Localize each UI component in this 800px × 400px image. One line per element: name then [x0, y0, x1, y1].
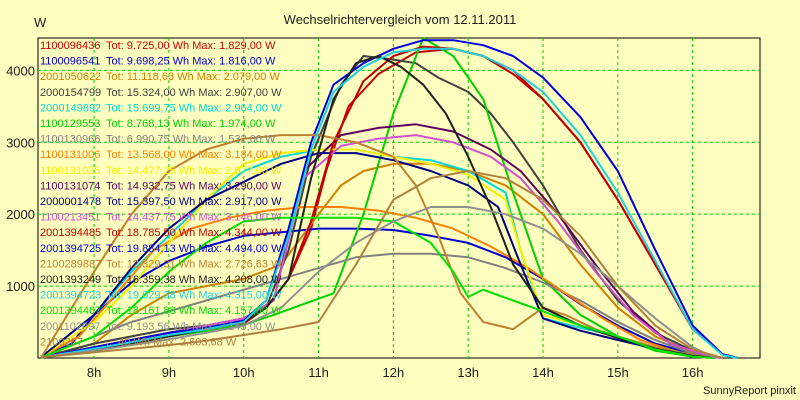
series-line-2100287 — [41, 170, 723, 359]
x-tick-label: 8h — [87, 365, 101, 380]
series-line-1100130966 — [41, 252, 723, 359]
legend-id: 2001102097 — [40, 321, 100, 333]
x-tick-label: 10h — [233, 365, 255, 380]
plot-area: 8h 9h 10h 11h 12h 13h 14h 15h 16h 1000 2000 3000 400… — [6, 37, 761, 380]
legend-id: 1100129553 — [40, 118, 100, 130]
legend-id: 2000154799 — [40, 87, 101, 99]
series-line-1100131006 — [41, 206, 708, 359]
legend-id: 1100213451 — [40, 212, 100, 224]
legend-id: 2001393249 — [40, 274, 101, 286]
x-tick-label: 14h — [532, 365, 554, 380]
chart-title: Wechselrichtervergleich vom 12.11.2011 — [284, 12, 517, 27]
legend-text: Tot: 15.397,50 Wh Max: 2.917,00 W — [106, 196, 282, 208]
legend-text: Tot: 9.193,56 Wh Max: 2.145,00 W — [106, 321, 276, 333]
legend-text: Tot: 12.329,31 Wh Max: 2.726,63 W — [106, 258, 282, 270]
legend-id: 2001394725 — [40, 243, 101, 255]
legend-text: Tot: 15.324,00 Wh Max: 2.907,00 W — [106, 87, 282, 99]
x-tick-label: 12h — [383, 365, 405, 380]
series-line-2001394723 — [41, 47, 738, 359]
legend-id: 2001050622 — [40, 71, 101, 83]
x-tick-label: 11h — [308, 365, 329, 380]
legend-text: Tot: 14.932,75 Wh Max: 3.290,00 W — [106, 180, 282, 192]
legend-id: 1100096436 — [40, 40, 100, 52]
series-line-2001394467 — [41, 216, 716, 359]
legend-id: 2000001478 — [40, 196, 101, 208]
y-tick-label: 3000 — [6, 135, 35, 150]
legend-id: 1100131025 — [40, 165, 100, 177]
x-tick-label: 15h — [607, 365, 629, 380]
legend-text: Tot: 13.568,00 Wh Max: 3.184,00 W — [106, 149, 282, 161]
legend-text: Tot: 11.118,63 Wh Max: 2.079,00 W — [106, 71, 280, 83]
y-tick-label: 2000 — [6, 207, 35, 222]
legend-id: 1100096541 — [40, 56, 100, 68]
legend-text: Tot: 19.629,38 Wh Max: 4.315,00 W — [106, 290, 282, 302]
legend-text: Tot: 9.698,25 Wh Max: 1.816,00 W — [106, 56, 276, 68]
legend-text: Tot: 8.768,13 Wh Max: 1.974,00 W — [106, 118, 276, 130]
legend-id: 2100289887 — [40, 258, 101, 270]
series-line-2000001478 — [41, 152, 716, 359]
legend-id: 1100130966 — [40, 134, 100, 146]
x-tick-label: 9h — [162, 365, 176, 380]
legend-text: ... 40 Wh Max: 2.603,68 W — [106, 336, 237, 348]
legend-id: 1100131006 — [40, 149, 100, 161]
legend-id: 2001394485 — [40, 227, 101, 239]
legend-id: 2000149892 — [40, 102, 101, 114]
legend-id: 1100131074 — [40, 180, 100, 192]
legend-id: 2001394467 — [40, 305, 101, 317]
legend-text: Tot: 19.884,13 Wh Max: 4.494,00 W — [106, 243, 282, 255]
y-tick-label: 1000 — [6, 279, 35, 294]
legend-id: 2100287 — [40, 336, 83, 348]
legend-text: Tot: 9.725,00 Wh Max: 1.829,00 W — [106, 40, 276, 52]
series-line-2001394725 — [41, 39, 738, 359]
series-line-2001050622 — [41, 162, 723, 359]
y-tick-label: 4000 — [6, 63, 35, 78]
legend-text: Tot: 18.785,50 Wh Max: 4.344,00 W — [106, 227, 282, 239]
legend-text: Tot: 16.359,38 Wh Max: 4.208,00 W — [106, 274, 282, 286]
legend-text: Tot: 18.161,88 Wh Max: 4.157,00 W — [106, 305, 282, 317]
legend-id: 2001394723 — [40, 290, 101, 302]
y-axis-label: W — [34, 15, 47, 30]
legend-text: Tot: 15.699,75 Wh Max: 2.964,00 W — [106, 102, 282, 114]
legend-text: Tot: 14.437,75 Wh Max: 3.146,00 W — [106, 212, 282, 224]
legend-text: Tot: 6.990,75 Wh Max: 1.532,00 W — [106, 134, 276, 146]
x-tick-label: 16h — [682, 365, 704, 380]
legend-text: Tot: 14.477,25 Wh Max: 2.677,00 W — [106, 165, 282, 177]
x-tick-label: 13h — [457, 365, 479, 380]
footer-credit: SunnyReport pinxit — [703, 385, 796, 397]
